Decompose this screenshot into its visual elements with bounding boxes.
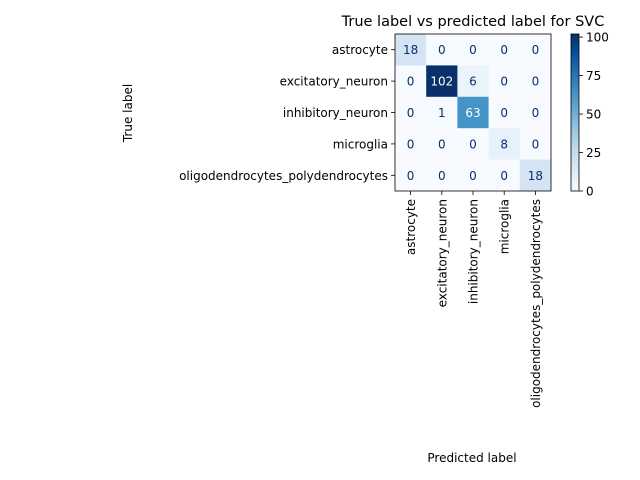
matrix-cell (426, 128, 458, 160)
colorbar-gradient (570, 33, 580, 192)
y-tick-label: astrocyte (332, 43, 388, 57)
x-tick-label: excitatory_neuron (435, 199, 449, 307)
matrix-cell (426, 65, 458, 98)
y-tick-label: microglia (333, 137, 388, 151)
y-axis-ticks: astrocyte excitatory_neuron inhibitory_neu… (179, 43, 395, 183)
cell-value-label: 0 (532, 75, 540, 89)
cell-value-label: 63 (465, 106, 480, 120)
cell-value-label: 0 (469, 137, 477, 151)
y-tick-label: oligodendrocytes_polydendrocytes (179, 169, 388, 183)
cell-value-label: 0 (500, 43, 508, 57)
matrix-cell (395, 159, 427, 192)
matrix-cell (426, 159, 458, 192)
matrix-cell (395, 65, 427, 98)
cell-value-label: 0 (407, 169, 415, 183)
matrix-cell (395, 128, 427, 160)
cell-value-label: 1 (438, 106, 446, 120)
cell-value-label: 0 (407, 137, 415, 151)
cell-value-label: 6 (469, 75, 477, 89)
x-axis-label: Predicted label (427, 451, 516, 465)
colorbar-tick-label: 25 (586, 146, 601, 160)
matrix-cell (457, 128, 489, 160)
matrix-cell (457, 34, 489, 66)
x-tick-label: astrocyte (404, 199, 418, 255)
cell-value-label: 102 (430, 75, 453, 89)
cell-value-label: 0 (500, 75, 508, 89)
colorbar-ticks: 0 25 50 75 100 (579, 31, 609, 199)
cell-value-label: 0 (532, 43, 540, 57)
colorbar-tick-label: 75 (586, 69, 601, 83)
cell-value-label: 0 (438, 137, 446, 151)
matrix-cells (395, 34, 552, 192)
cell-value-label: 0 (407, 75, 415, 89)
cell-value-label: 8 (500, 137, 508, 151)
colorbar (570, 33, 580, 192)
cell-value-label: 0 (469, 169, 477, 183)
colorbar-tick-label: 0 (586, 185, 594, 199)
y-tick-label: excitatory_neuron (280, 75, 388, 89)
matrix-cell (395, 96, 427, 129)
matrix-cell (488, 96, 521, 129)
cell-value-label: 0 (500, 169, 508, 183)
matrix-cell (488, 159, 521, 192)
x-tick-label: inhibitory_neuron (467, 199, 481, 304)
cell-value-label: 18 (528, 169, 543, 183)
matrix-cell (519, 96, 552, 129)
cell-value-label: 0 (532, 106, 540, 120)
matrix-cell (519, 128, 552, 160)
cell-value-label: 0 (532, 137, 540, 151)
cell-value-label: 0 (438, 169, 446, 183)
cell-value-label: 0 (500, 106, 508, 120)
matrix-cell (488, 128, 521, 160)
matrix-cell (457, 96, 489, 129)
matrix-cell (426, 96, 458, 129)
x-tick-label: oligodendrocytes_polydendrocytes (529, 199, 543, 408)
cell-value-label: 0 (469, 43, 477, 57)
y-tick-label: inhibitory_neuron (283, 106, 388, 120)
x-axis-ticks: astrocyte excitatory_neuron inhibitory_neu… (404, 191, 543, 408)
matrix-cell-values: 18 0 0 0 0 0 102 6 0 0 0 1 63 0 0 0 0 0 8 0 0 0 0 0 18 (403, 43, 543, 183)
matrix-cell (519, 159, 552, 192)
matrix-cell (519, 65, 552, 98)
matrix-cell (519, 34, 552, 66)
matrix-cell (488, 34, 521, 66)
colorbar-tick-label: 100 (586, 31, 609, 45)
matrix-cell (457, 65, 489, 98)
matrix-cell (395, 34, 427, 66)
colorbar-tick-label: 50 (586, 108, 601, 122)
cell-value-label: 0 (438, 43, 446, 57)
matrix-cell (426, 34, 458, 66)
y-axis-label: True label (121, 84, 135, 143)
cell-value-label: 18 (403, 43, 418, 57)
matrix-cell (457, 159, 489, 192)
matrix-cell (488, 65, 521, 98)
cell-value-label: 0 (407, 106, 415, 120)
chart-title: True label vs predicted label for SVC (341, 14, 605, 30)
x-tick-label: microglia (498, 199, 512, 254)
